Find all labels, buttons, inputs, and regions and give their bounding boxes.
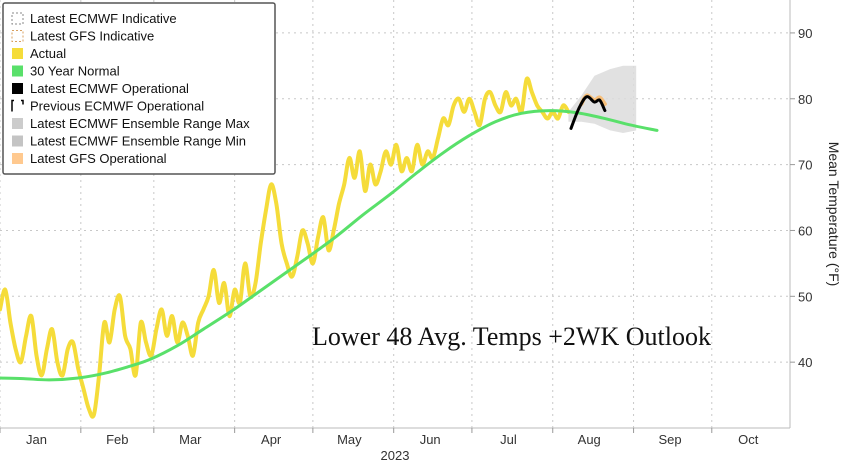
x-tick-label: Oct [738, 432, 759, 447]
legend-item: Latest ECMWF Operational [12, 81, 189, 96]
legend-item: Latest GFS Operational [12, 151, 167, 166]
legend-swatch [12, 65, 23, 77]
legend-label: Latest ECMWF Indicative [30, 11, 177, 26]
legend-swatch [12, 48, 23, 59]
legend-swatch [12, 83, 23, 94]
legend-swatch [12, 153, 23, 164]
legend-item: Latest ECMWF Ensemble Range Max [12, 116, 250, 131]
legend-box [2, 2, 276, 175]
y-tick-label: 90 [798, 26, 812, 41]
x-tick-label: Jul [500, 432, 517, 447]
legend-label: Latest GFS Operational [30, 151, 167, 166]
actual-line [0, 76, 571, 419]
normal-line [0, 109, 659, 382]
year-label: 2023 [381, 448, 410, 463]
x-tick-label: Aug [578, 432, 601, 447]
legend-swatch [12, 118, 23, 129]
legend-label: Latest ECMWF Operational [30, 81, 189, 96]
legend: Latest ECMWF Indicative Latest GFS Indica… [2, 2, 276, 175]
y-tick-label: 80 [798, 92, 812, 107]
legend-label: 30 Year Normal [30, 64, 120, 79]
y-tick-label: 50 [798, 289, 812, 304]
y-tick-label: 70 [798, 158, 812, 173]
legend-label: Latest ECMWF Ensemble Range Max [30, 116, 250, 131]
x-tick-label: Apr [261, 432, 282, 447]
x-tick-label: Mar [179, 432, 202, 447]
tick-labels: 40 50 60 70 80 90 Jan Feb Mar Apr May Jun Jul Aug Sep O… [0, 26, 812, 447]
legend-label: Latest ECMWF Ensemble Range Min [30, 134, 246, 149]
legend-label: Latest GFS Indicative [30, 29, 154, 44]
legend-label: Previous ECMWF Operational [30, 99, 204, 114]
legend-label: Actual [30, 46, 66, 61]
legend-item: Latest GFS Indicative [11, 29, 154, 44]
legend-swatch [12, 135, 23, 147]
legend-item: Actual [12, 46, 66, 61]
x-tick-label: Feb [106, 432, 128, 447]
legend-items: Latest ECMWF Indicative Latest GFS Indica… [11, 11, 250, 166]
legend-item: Latest ECMWF Ensemble Range Min [12, 134, 246, 149]
x-tick-label: Jun [420, 432, 441, 447]
y-axis-label: Mean Temperature (°F) [826, 142, 842, 287]
x-tick-label: May [337, 432, 362, 447]
legend-swatch [11, 99, 24, 112]
x-tick-label: Jan [26, 432, 47, 447]
legend-swatch [11, 30, 24, 42]
series-lines [0, 76, 659, 419]
chart-annotation: Lower 48 Avg. Temps +2WK Outlook [312, 322, 711, 351]
legend-item: 30 Year Normal [12, 64, 120, 79]
y-tick-label: 60 [798, 223, 812, 238]
legend-swatch [11, 12, 24, 25]
y-tick-label: 40 [798, 355, 812, 370]
legend-item: Latest ECMWF Indicative [11, 11, 177, 26]
legend-item: Previous ECMWF Operational [11, 99, 204, 114]
x-tick-label: Sep [658, 432, 681, 447]
axes [0, 0, 791, 429]
ecmwf-operational-line [569, 95, 607, 130]
